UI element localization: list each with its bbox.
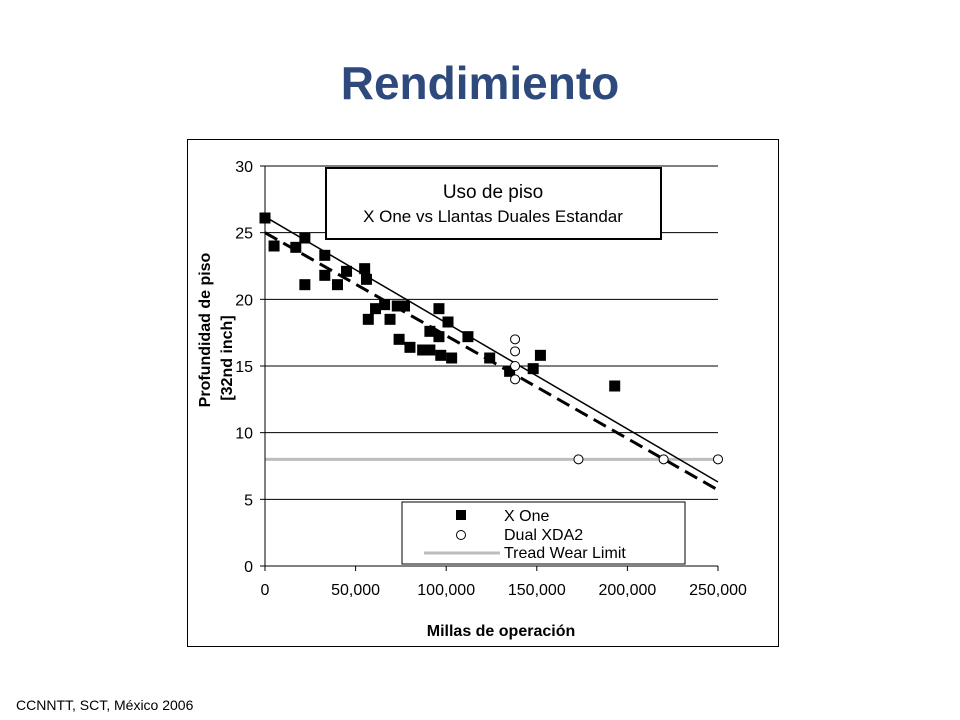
- y-tick-label: 30: [235, 159, 253, 176]
- data-point-x-one: [391, 300, 403, 312]
- data-point-x-one: [446, 352, 458, 364]
- y-tick-label: 25: [235, 226, 253, 243]
- data-point-x-one: [319, 249, 331, 261]
- y-tick-label: 15: [235, 359, 253, 376]
- chart-title: Uso de piso: [443, 182, 543, 203]
- data-point-x-one: [360, 273, 372, 285]
- data-point-x-one: [341, 265, 353, 277]
- legend-label-tread-wear-limit: Tread Wear Limit: [504, 545, 626, 562]
- y-axis-label: Profundidad de piso: [197, 252, 214, 407]
- data-point-x-one: [417, 344, 429, 356]
- data-point-x-one: [462, 331, 474, 343]
- y-tick-label: 20: [235, 292, 253, 309]
- y-tick-label: 5: [244, 492, 253, 509]
- data-point-x-one: [319, 269, 331, 281]
- y-tick-label: 0: [244, 559, 253, 576]
- data-point-dual-xda2: [510, 374, 521, 385]
- data-point-x-one: [404, 341, 416, 353]
- data-point-x-one: [484, 352, 496, 364]
- data-point-x-one: [290, 241, 302, 253]
- data-point-x-one: [534, 349, 546, 361]
- data-point-x-one: [527, 363, 539, 375]
- footer-credit: CCNNTT, SCT, México 2006: [16, 697, 194, 713]
- data-point-x-one: [379, 299, 391, 311]
- x-tick-label: 250,000: [689, 582, 747, 599]
- x-tick-label: 50,000: [331, 582, 380, 599]
- data-point-x-one: [609, 380, 621, 392]
- data-point-dual-xda2: [573, 454, 584, 465]
- data-point-dual-xda2: [713, 454, 723, 465]
- data-point-x-one: [435, 349, 447, 361]
- data-point-x-one: [433, 331, 445, 343]
- data-point-x-one: [359, 263, 371, 275]
- x-tick-label: 200,000: [598, 582, 656, 599]
- data-point-dual-xda2: [510, 346, 521, 357]
- tick-labels: 0 5 10 15 20 25 30 0 50,000 100,000 150,000 200,000…: [235, 159, 747, 599]
- data-points: [259, 212, 723, 465]
- tread-wear-chart: 0 5 10 15 20 25 30 0 50,000 100,000 150,000 200,000…: [197, 159, 747, 640]
- data-point-x-one: [362, 313, 374, 325]
- data-point-x-one: [442, 316, 454, 328]
- x-tick-label: 100,000: [417, 582, 475, 599]
- data-point-x-one: [299, 232, 311, 244]
- trend-line-x-one: [264, 216, 719, 483]
- chart-title-box: Uso de piso X One vs Llantas Duales Esta…: [325, 167, 662, 240]
- x-tick-label: 150,000: [508, 582, 566, 599]
- legend-label-x-one: X One: [504, 508, 549, 525]
- data-point-x-one: [424, 344, 436, 356]
- legend-label-dual-xda2: Dual XDA2: [504, 527, 583, 544]
- chart-subtitle: X One vs Llantas Duales Estandar: [363, 207, 623, 226]
- data-point-dual-xda2: [510, 334, 521, 345]
- chart-legend: X One Dual XDA2 Tread Wear Limit: [401, 501, 686, 565]
- x-axis-label: Millas de operación: [427, 623, 575, 640]
- chart-frame: 0 5 10 15 20 25 30 0 50,000 100,000 150,000 200,000…: [187, 139, 779, 647]
- data-point-x-one: [393, 333, 405, 345]
- data-point-x-one: [424, 325, 436, 337]
- data-point-x-one: [384, 313, 396, 325]
- data-point-x-one: [433, 303, 445, 315]
- axes: [260, 165, 719, 571]
- data-point-x-one: [268, 240, 280, 252]
- data-point-x-one: [331, 279, 343, 291]
- legend-marker-x-one: [456, 510, 466, 520]
- y-axis-units-label: [32nd inch]: [219, 315, 236, 400]
- data-point-x-one: [399, 300, 411, 312]
- data-point-x-one: [370, 303, 382, 315]
- legend-marker-dual-xda2: [456, 530, 466, 540]
- data-point-x-one: [299, 279, 311, 291]
- slide-title: Rendimiento: [340, 57, 620, 109]
- y-tick-label: 10: [235, 426, 253, 443]
- data-point-x-one: [504, 365, 516, 377]
- x-tick-label: 0: [261, 582, 270, 599]
- data-point-dual-xda2: [510, 361, 521, 371]
- data-point-dual-xda2: [658, 454, 669, 465]
